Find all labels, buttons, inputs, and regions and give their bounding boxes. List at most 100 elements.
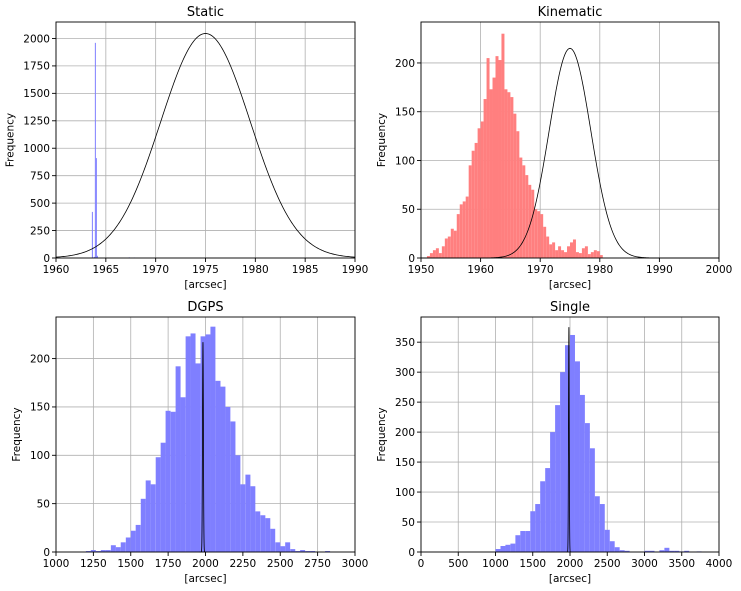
dgps-bar-14 — [155, 457, 161, 552]
kinematic-bar-17 — [477, 128, 481, 258]
kinematic-bar-3 — [435, 248, 439, 258]
kinematic-bar-49 — [572, 239, 576, 258]
static-bar-5 — [96, 255, 98, 258]
kinematic-bar-15 — [471, 150, 475, 258]
dgps-ytick-label-150: 150 — [30, 402, 50, 414]
single-xtick-label-1000: 1000 — [482, 558, 509, 570]
kinematic-bar-7 — [447, 236, 451, 258]
single-title: Single — [550, 300, 590, 315]
single-xtick-label-3500: 3500 — [668, 558, 695, 570]
static-xtick-label-1990: 1990 — [342, 264, 369, 276]
subplot-static: 1960 1965 1970 1975 1980 1985 1990 0 250 500 750 10… — [5, 5, 369, 291]
kinematic-histogram — [426, 33, 603, 259]
single-bar-11 — [550, 432, 556, 552]
kinematic-bar-25 — [501, 33, 505, 258]
static-title: Static — [187, 5, 224, 20]
kinematic-bar-56 — [593, 250, 597, 258]
kinematic-bar-22 — [492, 77, 496, 258]
single-bar-18 — [584, 423, 590, 552]
kinematic-ytick-label-200: 200 — [395, 58, 415, 70]
single-ytick-label-0: 0 — [408, 547, 415, 559]
kinematic-bar-48 — [570, 242, 573, 258]
single-bar-25 — [619, 550, 625, 552]
kinematic-bar-13 — [465, 196, 469, 258]
static-bar-2 — [93, 256, 95, 258]
kinematic-ytick-label-100: 100 — [395, 155, 415, 167]
kinematic-xlabel: [arcsec] — [549, 279, 591, 291]
single-bar-16 — [574, 361, 580, 552]
kinematic-bar-37 — [537, 211, 541, 258]
dgps-bar-25 — [210, 326, 216, 552]
dgps-bar-4 — [105, 550, 111, 552]
single-bar-34 — [684, 550, 690, 552]
dgps-xtick-label-2500: 2500 — [267, 558, 294, 570]
static-ytick-label-750: 750 — [30, 170, 50, 182]
static-grid — [55, 22, 356, 259]
single-bar-29 — [659, 550, 665, 552]
dgps-bar-5 — [110, 545, 116, 552]
dgps-bar-34 — [255, 511, 261, 552]
single-bar-24 — [614, 547, 620, 552]
kinematic-bar-39 — [543, 226, 547, 258]
kinematic-axes-frame — [420, 21, 720, 259]
single-bar-31 — [669, 550, 675, 552]
kinematic-bar-43 — [555, 250, 559, 258]
kinematic-xtick-label-1970: 1970 — [527, 264, 554, 276]
dgps-bar-19 — [180, 397, 186, 552]
static-bar-4 — [95, 158, 97, 258]
static-ytick-label-1500: 1500 — [23, 88, 50, 100]
single-ylabel: Frequency — [376, 407, 388, 461]
static-histogram — [91, 42, 135, 259]
single-bar-27 — [644, 550, 650, 552]
dgps-xtick-label-3000: 3000 — [342, 558, 369, 570]
kinematic-bar-5 — [441, 246, 445, 258]
kinematic-bar-35 — [531, 189, 535, 258]
dgps-xtick-label-2250: 2250 — [230, 558, 257, 570]
static-ytick-label-1000: 1000 — [23, 143, 50, 155]
static-xtick-label-1970: 1970 — [142, 264, 169, 276]
dgps-xtick-label-2000: 2000 — [192, 558, 219, 570]
kinematic-bar-54 — [587, 254, 591, 258]
dgps-bar-10 — [135, 524, 141, 552]
static-ytick-label-1750: 1750 — [23, 61, 50, 73]
kinematic-xtick-label-2000: 2000 — [706, 264, 733, 276]
dgps-bar-37 — [270, 528, 276, 552]
dgps-bar-27 — [220, 386, 226, 552]
dgps-bar-30 — [235, 455, 241, 552]
dgps-histogram — [85, 326, 331, 552]
kinematic-xtick-label-1990: 1990 — [646, 264, 673, 276]
dgps-bar-11 — [140, 498, 146, 552]
kinematic-ytick-label-50: 50 — [402, 204, 415, 216]
dgps-ylabel: Frequency — [11, 407, 23, 461]
subplot-kinematic: 1950 1960 1970 1980 1990 2000 0 50 100 150 200 Kine… — [376, 5, 732, 291]
dgps-xtick-label-1750: 1750 — [155, 558, 182, 570]
kinematic-bar-40 — [546, 236, 550, 258]
single-bar-30 — [664, 547, 670, 552]
dgps-bar-2 — [95, 551, 101, 552]
dgps-xlabel: [arcsec] — [184, 573, 226, 585]
kinematic-bar-14 — [468, 165, 472, 258]
dgps-xtick-label-2750: 2750 — [304, 558, 331, 570]
kinematic-bar-2 — [432, 250, 436, 258]
single-xtick-label-1500: 1500 — [519, 558, 546, 570]
single-bar-19 — [589, 448, 595, 552]
single-bar-28 — [649, 550, 655, 552]
dgps-bar-15 — [160, 442, 166, 552]
single-bar-26 — [624, 550, 630, 552]
dgps-bar-29 — [230, 421, 236, 552]
dgps-bar-28 — [225, 406, 231, 552]
dgps-bar-8 — [125, 537, 131, 552]
single-bar-9 — [540, 481, 546, 552]
dgps-bar-32 — [245, 474, 251, 552]
single-bar-20 — [594, 496, 600, 552]
single-xtick-label-2500: 2500 — [594, 558, 621, 570]
kinematic-bar-21 — [489, 89, 493, 259]
kinematic-bar-33 — [525, 175, 529, 258]
dgps-bar-3 — [100, 550, 106, 552]
kinematic-bar-28 — [510, 97, 514, 258]
subplot-single: 0 500 1000 1500 2000 2500 3000 3500 4000 0 50 100 15… — [376, 300, 732, 585]
kinematic-bar-11 — [459, 204, 463, 258]
dgps-bar-44 — [305, 551, 311, 552]
static-xtick-label-1965: 1965 — [92, 264, 119, 276]
